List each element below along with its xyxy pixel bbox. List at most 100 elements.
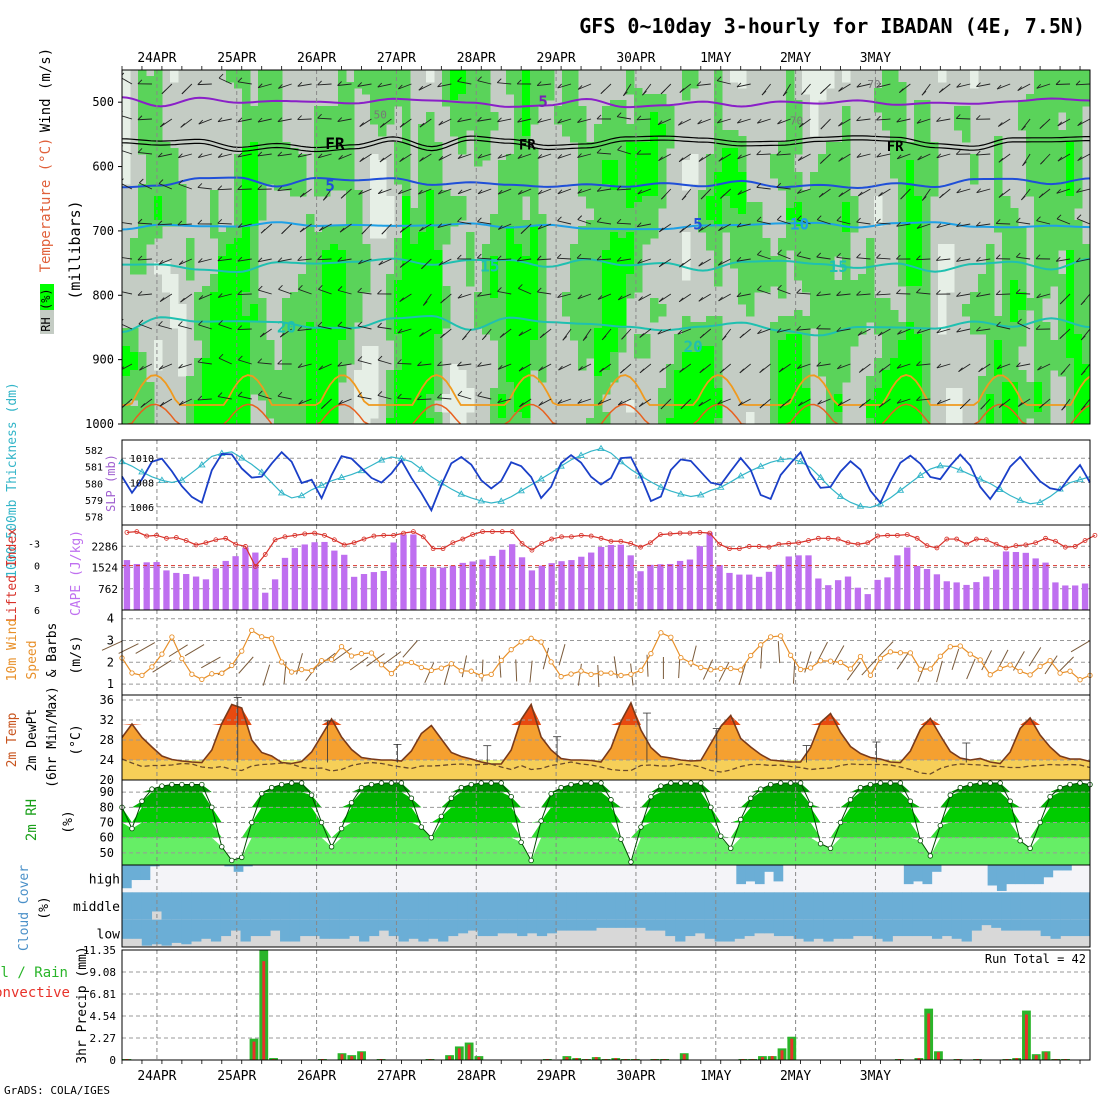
rh-cell <box>330 244 339 251</box>
wind-barb <box>857 331 863 336</box>
rh-cell <box>794 262 803 269</box>
rh-cell <box>914 160 923 167</box>
rh-cell <box>474 142 483 149</box>
rh-cell <box>258 196 267 203</box>
rh-cell <box>370 106 379 113</box>
rh-cell <box>306 250 315 257</box>
rh-cell <box>794 406 803 413</box>
wind-barb <box>736 258 751 262</box>
rh-cell <box>290 328 299 335</box>
rh-cell <box>522 112 531 119</box>
wind-barb <box>757 329 762 335</box>
rh-cell <box>1042 184 1051 191</box>
rh-cell <box>242 154 251 161</box>
wind-barb <box>698 401 704 407</box>
wind-barb <box>417 363 432 367</box>
wind-barb <box>378 188 392 195</box>
rh-cell <box>418 322 427 329</box>
rh-cell <box>890 76 899 83</box>
rh-cell <box>498 346 507 353</box>
rh-cell <box>1042 214 1051 221</box>
rh-cell <box>594 166 603 173</box>
rh-cell <box>914 178 923 185</box>
rh-cell <box>922 226 931 233</box>
rh-cell <box>658 130 667 137</box>
rh-cell <box>922 376 931 383</box>
rh-cell <box>834 412 843 419</box>
rh-cell <box>514 190 523 197</box>
rh-cell <box>250 220 259 227</box>
wind-barb <box>457 217 462 222</box>
wind-barb <box>777 253 791 260</box>
rh-cell <box>842 70 851 77</box>
rh-cell <box>842 130 851 137</box>
wind-barb <box>260 228 266 234</box>
rh-cell <box>1018 226 1027 233</box>
rh-cell <box>266 136 275 143</box>
rh-cell <box>610 100 619 107</box>
rh-cell <box>1034 406 1043 413</box>
rh-cell <box>274 70 283 77</box>
rh-cell <box>234 184 243 191</box>
rh-cell <box>482 154 491 161</box>
rh-cell <box>1074 172 1083 179</box>
rh-cell <box>186 406 195 413</box>
wind-barb <box>198 258 212 263</box>
rh-cell <box>890 370 899 377</box>
rh-cell <box>450 214 459 221</box>
wind-barb <box>177 223 192 226</box>
rh-cell <box>514 256 523 263</box>
rh-cell <box>386 286 395 293</box>
rh-cell <box>426 250 435 257</box>
rh-cell <box>826 310 835 317</box>
rh-cell <box>226 346 235 353</box>
rh-cell <box>874 106 883 113</box>
rh-cell <box>842 262 851 269</box>
rh-cell <box>522 190 531 197</box>
rh-cell <box>306 316 315 323</box>
rh-cell <box>706 238 715 245</box>
rh-cell <box>522 130 531 137</box>
rh-cell <box>226 250 235 257</box>
rh-cell <box>314 172 323 179</box>
rh-cell <box>346 112 355 119</box>
footer-credit: GrADS: COLA/IGES <box>4 1084 110 1097</box>
rh-cell <box>730 166 739 173</box>
rh-cell <box>634 178 643 185</box>
wind-barb <box>158 320 163 326</box>
rh-cell <box>642 118 651 125</box>
rh-cell <box>610 268 619 275</box>
rh-cell <box>218 310 227 317</box>
rh-cell <box>530 220 539 227</box>
rh-cell <box>906 160 915 167</box>
rh-cell <box>714 328 723 335</box>
rh-cell <box>890 358 899 365</box>
wind-barb <box>337 118 352 123</box>
rh-cell <box>378 166 387 173</box>
wind-barb <box>437 83 452 88</box>
rh-cell <box>306 418 315 424</box>
rh-cell <box>898 106 907 113</box>
rh-cell <box>514 196 523 203</box>
rh-cell <box>458 196 467 203</box>
wind-barb <box>797 363 811 369</box>
wind-barb <box>399 228 405 233</box>
wind-barb <box>796 189 802 194</box>
rh-cell <box>546 94 555 101</box>
rh-cell <box>866 400 875 407</box>
rh-cell <box>522 220 531 227</box>
rh-cell <box>610 202 619 209</box>
wind-barb <box>518 331 524 337</box>
rh-cell <box>1034 94 1043 101</box>
rh-cell <box>738 70 747 77</box>
rh-cell <box>970 154 979 161</box>
rh-cell <box>1018 244 1027 251</box>
rh-cell <box>714 118 723 125</box>
wind-barb <box>577 118 582 123</box>
wind-barb <box>277 257 283 263</box>
rh-cell <box>314 340 323 347</box>
rh-cell <box>522 160 531 167</box>
wind-barb <box>178 363 183 369</box>
rh-cell <box>1066 112 1075 119</box>
rh-cell <box>394 304 403 311</box>
